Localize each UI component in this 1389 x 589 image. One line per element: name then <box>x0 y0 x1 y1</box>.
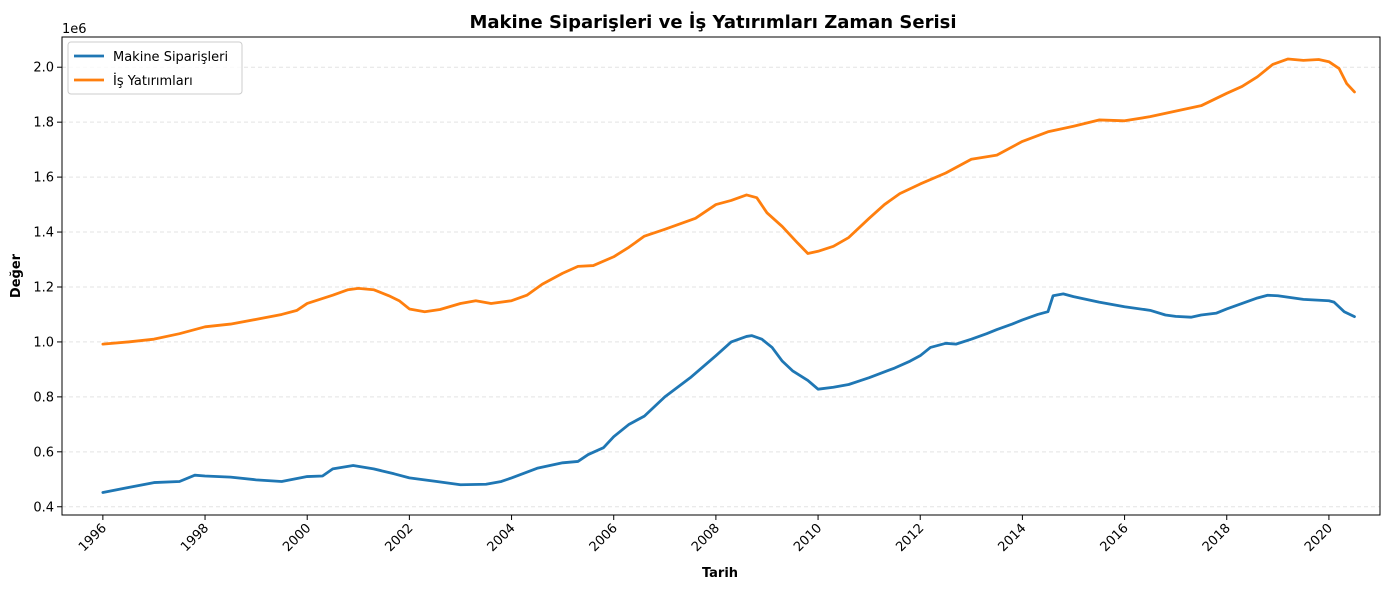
series-line <box>101 57 1356 346</box>
x-tick-label: 2006 <box>587 521 621 555</box>
x-tick-label: 2002 <box>382 521 416 555</box>
series-lines <box>101 57 1356 494</box>
y-tick-label: 2.0 <box>33 61 54 76</box>
plot-area-frame <box>61 36 1381 516</box>
x-tick-label: 2010 <box>791 521 825 555</box>
x-tick-label: 2000 <box>280 521 314 555</box>
legend-label: Makine Siparişleri <box>113 50 228 65</box>
y-tick-label: 1.4 <box>33 226 54 241</box>
x-tick-label: 2014 <box>995 521 1029 555</box>
y-axis-title: Değer <box>9 253 24 298</box>
chart-title: Makine Siparişleri ve İş Yatırımları Zam… <box>469 11 956 33</box>
y-tick-label: 0.4 <box>33 500 54 515</box>
y-tick-label: 0.6 <box>33 445 54 460</box>
y-tick-label: 1.2 <box>33 280 54 295</box>
x-tick-label: 1996 <box>76 521 110 555</box>
y-axis: 0.4 0.6 0.8 1.0 1.2 1.4 1.6 1.8 2.0 <box>33 61 62 515</box>
legend: Makine Siparişleri İş Yatırımları <box>67 41 243 95</box>
x-tick-label: 2004 <box>485 521 519 555</box>
x-tick-label: 2008 <box>689 521 723 555</box>
y-tick-label: 0.8 <box>33 390 54 405</box>
series-line <box>101 292 1356 494</box>
x-tick-label: 1998 <box>178 521 212 555</box>
x-tick-label: 2018 <box>1200 521 1234 555</box>
x-tick-label: 2020 <box>1302 521 1336 555</box>
y-offset-label: 1e6 <box>62 22 87 37</box>
x-axis: 1996 1998 2000 2002 2004 2006 2008 2010 2012 2014… <box>76 515 1336 555</box>
y-tick-label: 1.8 <box>33 116 54 131</box>
y-tick-label: 1.6 <box>33 171 54 186</box>
grid-lines <box>62 66 1380 508</box>
legend-box <box>67 41 243 95</box>
y-tick-label: 1.0 <box>33 335 54 350</box>
x-tick-label: 2016 <box>1098 521 1132 555</box>
x-tick-label: 2012 <box>893 521 927 555</box>
x-axis-title: Tarih <box>702 566 738 581</box>
legend-label: İş Yatırımları <box>113 73 193 89</box>
